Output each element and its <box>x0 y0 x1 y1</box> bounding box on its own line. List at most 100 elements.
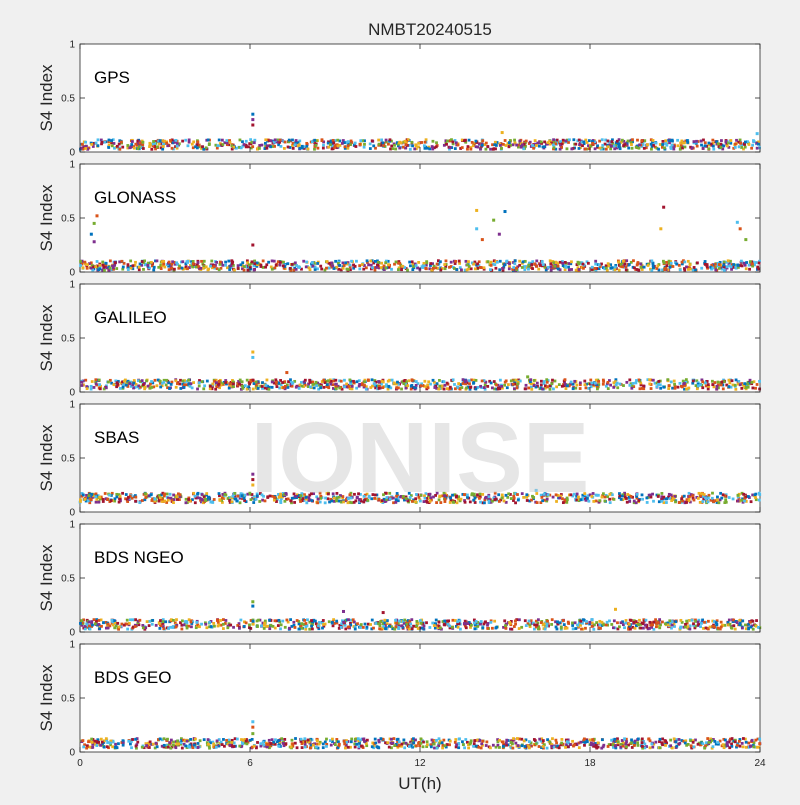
data-point <box>413 148 416 151</box>
data-point <box>657 495 660 498</box>
data-point <box>90 493 93 496</box>
data-point <box>435 145 438 148</box>
data-point <box>284 141 287 144</box>
data-point <box>649 621 652 624</box>
data-point <box>633 621 636 624</box>
data-point <box>121 146 124 149</box>
data-point <box>683 495 686 498</box>
data-point <box>629 619 632 622</box>
data-point <box>142 383 145 386</box>
data-point <box>182 380 185 383</box>
data-point <box>722 145 725 148</box>
data-point <box>741 627 744 630</box>
data-point <box>216 147 219 150</box>
data-point <box>541 260 544 263</box>
data-point <box>326 383 329 386</box>
data-point <box>216 619 219 622</box>
data-point <box>720 621 723 624</box>
data-point <box>564 140 567 143</box>
data-point <box>475 140 478 143</box>
data-point <box>478 142 481 145</box>
data-point <box>162 381 165 384</box>
data-point <box>531 267 534 270</box>
data-point <box>238 627 241 630</box>
data-point <box>751 387 754 390</box>
data-point <box>344 261 347 264</box>
data-point <box>579 620 582 623</box>
data-point <box>559 148 562 151</box>
data-point <box>112 266 115 269</box>
data-point <box>411 260 414 263</box>
data-point <box>86 387 89 390</box>
data-point <box>525 624 528 627</box>
data-point <box>262 741 265 744</box>
data-point <box>168 268 171 271</box>
data-point <box>718 501 721 504</box>
data-point <box>203 260 206 263</box>
data-point <box>315 384 318 387</box>
data-point <box>372 627 375 630</box>
data-point <box>632 259 635 262</box>
data-point <box>417 142 420 145</box>
data-point <box>192 260 195 263</box>
data-point <box>556 139 559 142</box>
data-point <box>630 387 633 390</box>
data-point <box>113 619 116 622</box>
data-point <box>158 143 161 146</box>
data-point <box>567 621 570 624</box>
data-point <box>527 387 530 390</box>
data-point <box>687 387 690 390</box>
data-point <box>403 379 406 382</box>
data-point <box>652 379 655 382</box>
data-point <box>469 386 472 389</box>
data-point <box>454 260 457 263</box>
data-point <box>661 492 664 495</box>
data-point <box>154 379 157 382</box>
data-point <box>222 627 225 630</box>
data-point <box>738 740 741 743</box>
data-point <box>271 268 274 271</box>
data-point <box>641 622 644 625</box>
data-point <box>128 622 131 625</box>
data-point <box>699 625 702 628</box>
data-point <box>637 269 640 272</box>
data-point <box>750 147 753 150</box>
data-point <box>118 626 121 629</box>
data-point <box>571 624 574 627</box>
data-point <box>327 386 330 389</box>
data-point <box>371 385 374 388</box>
data-point <box>711 267 714 270</box>
data-point <box>545 378 548 381</box>
data-point <box>415 380 418 383</box>
data-point <box>371 139 374 142</box>
data-point <box>366 259 369 262</box>
data-point <box>374 622 377 625</box>
data-point <box>625 259 628 262</box>
data-point <box>654 618 657 621</box>
data-point <box>344 627 347 630</box>
data-point <box>261 381 264 384</box>
data-point <box>748 143 751 146</box>
data-point <box>673 380 676 383</box>
data-point <box>178 265 181 268</box>
data-point <box>487 260 490 263</box>
data-point <box>219 619 222 622</box>
data-point <box>106 498 109 501</box>
data-point <box>480 742 483 745</box>
data-point <box>512 266 515 269</box>
y-tick-label: 1 <box>69 400 75 411</box>
data-point <box>431 622 434 625</box>
data-point <box>697 497 700 500</box>
data-point <box>737 380 740 383</box>
data-point <box>127 268 130 271</box>
data-point <box>661 143 664 146</box>
data-point <box>597 380 600 383</box>
data-point <box>465 260 468 263</box>
data-point <box>578 268 581 271</box>
data-point <box>224 619 227 622</box>
data-point <box>373 382 376 385</box>
data-point <box>674 500 677 503</box>
data-point <box>501 267 504 270</box>
data-point <box>237 495 240 498</box>
